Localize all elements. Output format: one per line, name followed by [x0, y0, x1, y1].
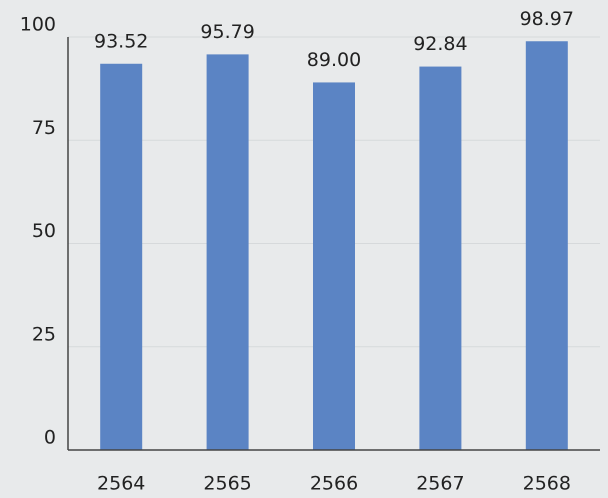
data-label: 95.79 [200, 21, 254, 43]
y-tick-label: 50 [32, 220, 56, 242]
y-tick-label: 25 [32, 323, 56, 345]
x-tick-label: 2568 [523, 473, 571, 495]
bar [419, 66, 462, 450]
data-label: 98.97 [520, 8, 574, 30]
x-tick-label: 2565 [203, 473, 251, 495]
x-tick-label: 2566 [310, 473, 358, 495]
bar [525, 41, 568, 450]
bar [100, 63, 143, 451]
y-tick-label: 75 [32, 117, 56, 139]
data-label: 93.52 [94, 30, 148, 52]
x-tick-label: 2567 [416, 473, 464, 495]
y-tick-label: 0 [44, 427, 56, 449]
y-tick-label: 100 [20, 14, 56, 36]
bar [206, 54, 249, 450]
x-tick-label: 2564 [97, 473, 145, 495]
data-label: 89.00 [307, 49, 361, 71]
bar [313, 82, 355, 451]
data-label: 92.84 [413, 33, 467, 55]
